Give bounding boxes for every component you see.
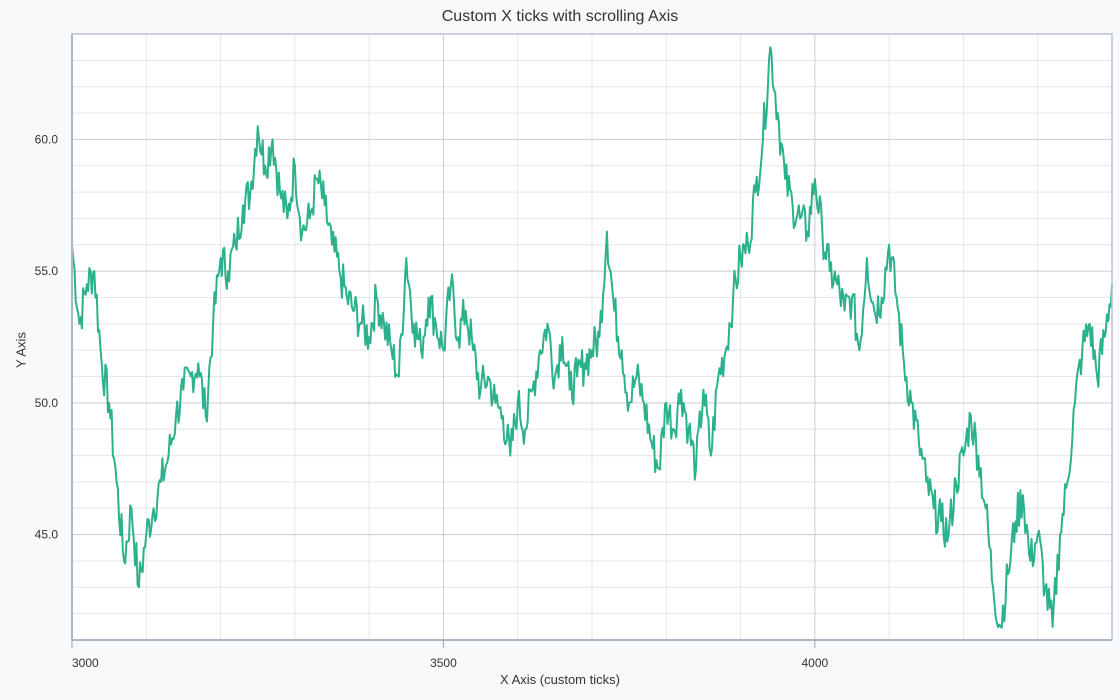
tick-labels: 3000 3500 4000 45.0 50.0 55.0 60.0: [35, 132, 829, 670]
x-axis-title: X Axis (custom ticks): [500, 672, 620, 687]
y-tick-label: 45.0: [35, 528, 59, 542]
x-tick-label: 3000: [72, 656, 99, 670]
x-tick-label: 3500: [430, 656, 457, 670]
y-tick-label: 50.0: [35, 396, 59, 410]
series-line: [71, 46, 1113, 629]
y-tick-label: 60.0: [35, 132, 59, 146]
y-tick-label: 55.0: [35, 264, 59, 278]
chart-title: Custom X ticks with scrolling Axis: [441, 8, 679, 25]
x-tick-label: 4000: [802, 656, 829, 670]
axes-layer: [71, 33, 1113, 641]
series-layer: [71, 46, 1113, 629]
